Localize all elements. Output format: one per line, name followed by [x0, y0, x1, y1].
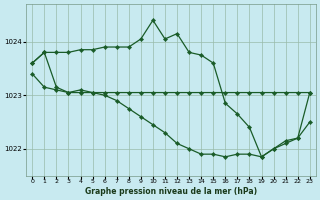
X-axis label: Graphe pression niveau de la mer (hPa): Graphe pression niveau de la mer (hPa) [85, 187, 257, 196]
